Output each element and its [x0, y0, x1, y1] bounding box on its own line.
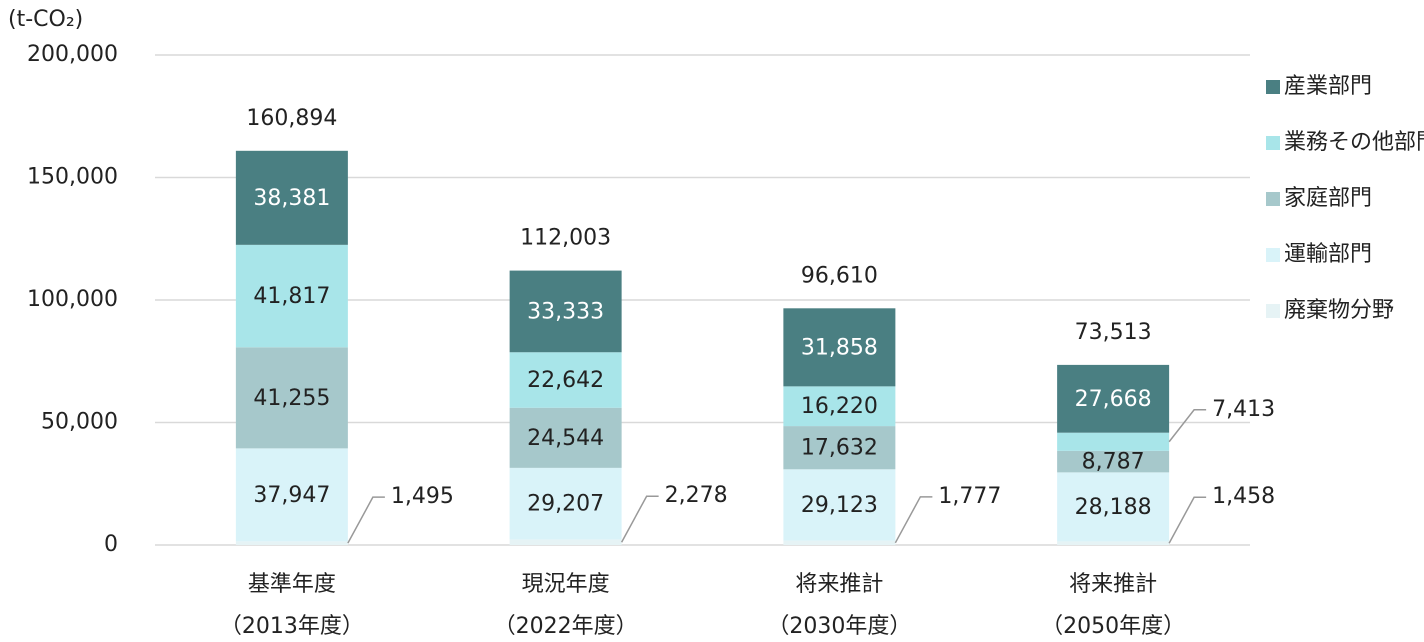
leader-line	[620, 495, 659, 543]
data-label: 8,787	[1082, 450, 1145, 475]
legend-label: 運輸部門	[1284, 242, 1372, 267]
bar-segment	[1057, 450, 1170, 473]
x-tick-sublabel: （2013年度）	[220, 614, 364, 639]
data-label: 24,544	[527, 426, 604, 451]
leader-line	[1168, 496, 1207, 544]
data-label: 37,947	[253, 483, 330, 508]
bar-segment	[1057, 472, 1170, 542]
leader-line	[347, 496, 385, 544]
y-tick-label: 0	[104, 532, 118, 557]
data-label: 1,777	[938, 484, 1001, 509]
legend-label: 産業部門	[1284, 74, 1372, 99]
leader-line	[894, 496, 933, 544]
data-label: 33,333	[527, 299, 604, 324]
legend-label: 家庭部門	[1284, 186, 1372, 211]
bar-segment	[1057, 541, 1170, 545]
bar-segment	[235, 347, 348, 449]
x-tick-label: 現況年度	[522, 572, 610, 597]
data-label: 31,858	[801, 335, 878, 360]
data-label: 7,413	[1212, 397, 1275, 422]
data-label: 17,632	[801, 436, 878, 461]
legend-swatch	[1266, 192, 1280, 206]
bar-segment	[235, 541, 348, 545]
y-tick-label: 50,000	[41, 410, 118, 435]
data-label: 1,458	[1212, 484, 1275, 509]
bar-segment	[509, 407, 622, 468]
y-axis-label: (t-CO₂)	[8, 7, 83, 32]
bar-segment	[783, 540, 896, 545]
y-tick-label: 200,000	[27, 42, 118, 67]
data-label: 29,123	[801, 493, 878, 518]
data-label: 16,220	[801, 394, 878, 419]
total-label: 112,003	[520, 226, 611, 251]
bar-segment	[783, 426, 896, 470]
x-tick-label: 将来推計	[1069, 572, 1157, 597]
x-tick-sublabel: （2050年度）	[1041, 614, 1185, 639]
bar-segment	[1057, 364, 1170, 433]
total-label: 96,610	[801, 263, 878, 288]
bar-segment	[509, 539, 622, 545]
x-tick-sublabel: （2030年度）	[767, 614, 911, 639]
bar-segment	[235, 150, 348, 245]
x-tick-sublabel: （2022年度）	[494, 614, 638, 639]
data-label: 41,255	[253, 386, 330, 411]
bar-segment	[1057, 432, 1170, 451]
data-label: 27,668	[1075, 387, 1152, 412]
bar-segment	[509, 467, 622, 540]
bar-segment	[783, 308, 896, 387]
y-tick-label: 150,000	[27, 165, 118, 190]
data-label: 41,817	[253, 284, 330, 309]
leader-line	[1168, 409, 1207, 443]
bar-segment	[509, 352, 622, 408]
bar-segment	[783, 469, 896, 541]
legend-swatch	[1266, 304, 1280, 318]
bar-segment	[235, 448, 348, 542]
data-label: 28,188	[1075, 495, 1152, 520]
bar-segment	[783, 386, 896, 427]
y-tick-label: 100,000	[27, 287, 118, 312]
data-label: 29,207	[527, 492, 604, 517]
bar-segment	[509, 270, 622, 353]
data-label: 38,381	[253, 186, 330, 211]
legend-swatch	[1266, 136, 1280, 150]
data-label: 2,278	[665, 483, 728, 508]
legend-swatch	[1266, 248, 1280, 262]
data-label: 1,495	[391, 484, 454, 509]
data-label: 22,642	[527, 368, 604, 393]
x-tick-label: 基準年度	[248, 572, 336, 597]
total-label: 73,513	[1075, 320, 1152, 345]
legend-swatch	[1266, 80, 1280, 94]
legend-label: 廃棄物分野	[1284, 298, 1394, 323]
legend-label: 業務その他部門	[1284, 130, 1424, 155]
x-tick-label: 将来推計	[795, 572, 883, 597]
bar-segment	[235, 244, 348, 348]
total-label: 160,894	[246, 106, 337, 131]
